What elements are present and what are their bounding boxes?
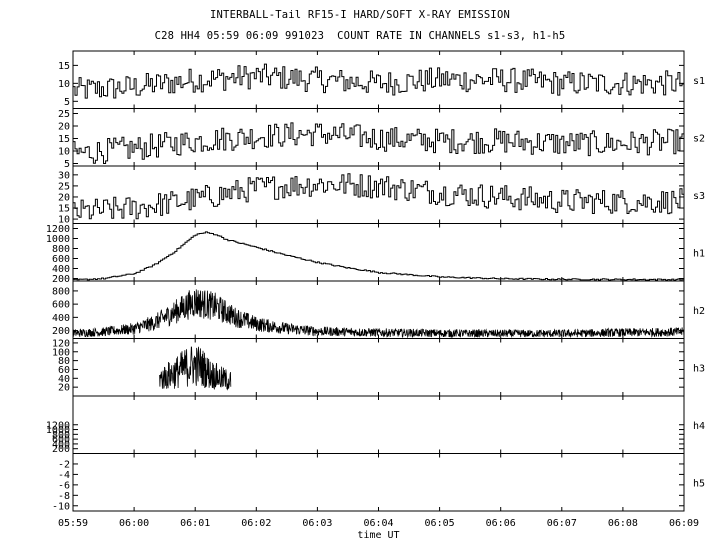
time-tick-label-0: 05:59 <box>58 518 88 529</box>
series-line-s3 <box>73 173 684 220</box>
time-tick-label-4: 06:03 <box>302 518 332 529</box>
ytick-label-h1-0: 200 <box>52 274 70 285</box>
chart-title: INTERBALL-Tail RF15-I HARD/SOFT X-RAY EM… <box>210 9 510 21</box>
panel-label-h2: h2 <box>693 306 705 317</box>
ytick-label-h1-3: 800 <box>52 244 70 255</box>
ytick-label-s1-1: 10 <box>58 79 70 90</box>
ytick-label-h4-2: 600 <box>52 435 70 446</box>
ytick-label-s3-3: 25 <box>58 181 70 192</box>
ytick-label-h5-0: -2 <box>58 459 70 470</box>
series-line-h1 <box>73 231 684 281</box>
ytick-label-h4-0: 200 <box>52 444 70 455</box>
ytick-label-s1-0: 5 <box>64 97 70 108</box>
panel-label-h5: h5 <box>693 478 705 489</box>
ytick-label-h1-1: 400 <box>52 264 70 275</box>
ytick-label-s2-3: 20 <box>58 122 70 133</box>
ytick-label-h1-5: 1200 <box>46 224 70 235</box>
ytick-label-s2-0: 5 <box>64 159 70 170</box>
ytick-label-h1-2: 600 <box>52 254 70 265</box>
ytick-label-h4-4: 1000 <box>46 425 70 436</box>
ytick-label-s2-1: 10 <box>58 147 70 158</box>
time-tick-label-3: 06:02 <box>241 518 271 529</box>
panel-frame-h5 <box>72 453 685 512</box>
ytick-label-h2-2: 600 <box>52 300 70 311</box>
panel-label-h3: h3 <box>693 363 705 374</box>
panel-label-h4: h4 <box>693 421 705 432</box>
ytick-label-h3-4: 100 <box>52 347 70 358</box>
time-axis-label: time UT <box>357 530 399 541</box>
ytick-label-h5-3: -8 <box>58 491 70 502</box>
panel-label-h1: h1 <box>693 248 705 259</box>
ytick-label-s1-2: 15 <box>58 61 70 72</box>
ytick-label-h2-1: 400 <box>52 313 70 324</box>
ytick-label-s3-0: 10 <box>58 215 70 226</box>
ytick-label-h5-1: -4 <box>58 470 70 481</box>
ytick-label-h3-5: 120 <box>52 338 70 349</box>
series-line-h2 <box>72 289 685 339</box>
time-tick-label-2: 06:01 <box>180 518 210 529</box>
ytick-label-s3-2: 20 <box>58 192 70 203</box>
ytick-label-s2-2: 15 <box>58 134 70 145</box>
ytick-label-s3-1: 15 <box>58 204 70 215</box>
series-line-s2 <box>73 122 684 164</box>
ytick-label-h5-2: -6 <box>58 480 70 491</box>
ytick-label-h2-0: 200 <box>52 326 70 337</box>
ytick-label-h4-1: 400 <box>52 439 70 450</box>
panel-label-s2: s2 <box>693 133 705 144</box>
ytick-label-h2-3: 800 <box>52 286 70 297</box>
ytick-label-h3-2: 60 <box>58 365 70 376</box>
panel-frame-h4 <box>72 395 685 454</box>
ytick-label-s3-4: 30 <box>58 170 70 181</box>
ytick-label-h1-4: 1000 <box>46 234 70 245</box>
series-line-s1 <box>73 63 684 99</box>
time-tick-label-8: 06:07 <box>547 518 577 529</box>
time-tick-label-1: 06:00 <box>119 518 149 529</box>
time-tick-label-6: 06:05 <box>425 518 455 529</box>
series-line-h3 <box>159 346 232 391</box>
time-tick-label-10: 06:09 <box>669 518 699 529</box>
panel-label-s3: s3 <box>693 191 705 202</box>
ytick-label-h4-5: 1200 <box>46 420 70 431</box>
time-tick-label-5: 06:04 <box>363 518 393 529</box>
ytick-label-h3-3: 80 <box>58 356 70 367</box>
time-tick-label-9: 06:08 <box>608 518 638 529</box>
time-tick-label-7: 06:06 <box>486 518 516 529</box>
ytick-label-h3-1: 40 <box>58 374 70 385</box>
ytick-label-s2-4: 25 <box>58 109 70 120</box>
ytick-label-h5-4: -10 <box>52 501 70 512</box>
panel-label-s1: s1 <box>693 76 705 87</box>
ytick-label-h3-0: 20 <box>58 383 70 394</box>
chart-subtitle: C28 HH4 05:59 06:09 991023 COUNT RATE IN… <box>154 30 566 42</box>
ytick-label-h4-3: 800 <box>52 430 70 441</box>
